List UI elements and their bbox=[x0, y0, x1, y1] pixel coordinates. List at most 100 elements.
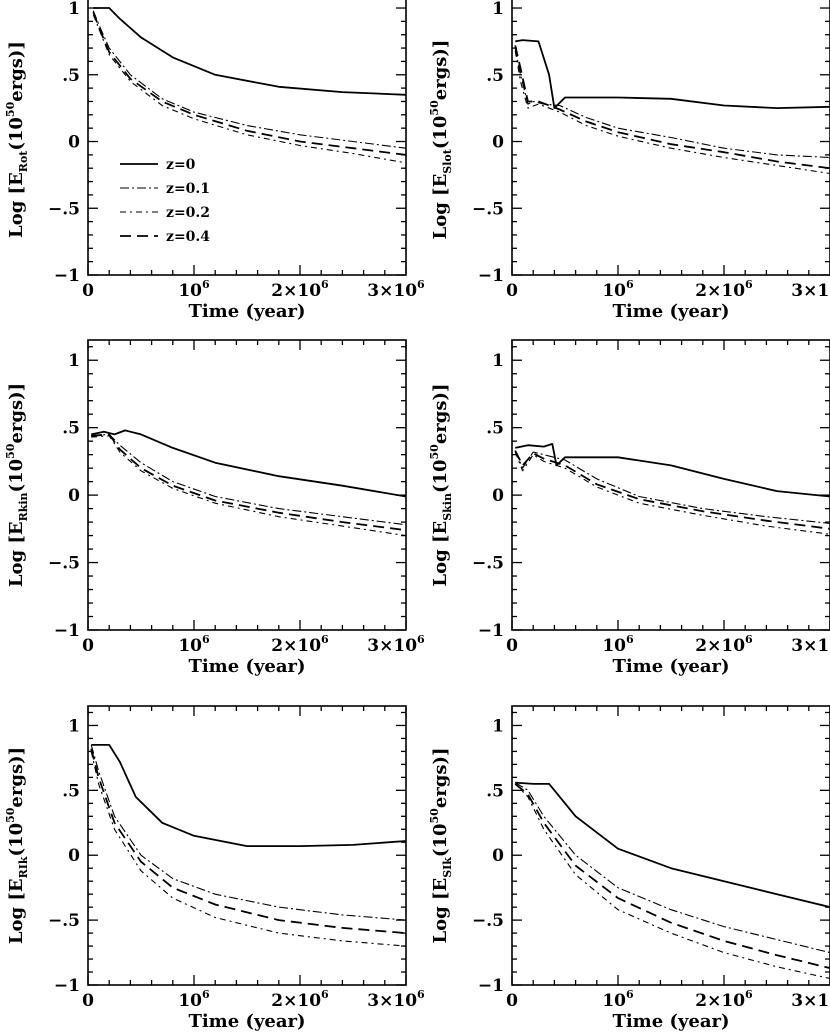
x-tick-label: 3×106 bbox=[367, 633, 425, 656]
series-line-z-0-1 bbox=[92, 10, 406, 149]
chart-panel-1: −1 −.5 0 .5 1 0 106 2×106 3×106 Time (year) Log [E… bbox=[4, 0, 425, 322]
x-tick-label: 2×106 bbox=[271, 278, 329, 301]
series-line-z-0-1 bbox=[90, 744, 406, 921]
x-tick-label: 106 bbox=[602, 278, 634, 301]
y-tick-label: −.5 bbox=[48, 554, 80, 574]
plot-frame bbox=[511, 339, 830, 631]
y-tick-label: 0 bbox=[492, 846, 504, 866]
x-tick-label: 2×106 bbox=[271, 633, 329, 656]
x-tick-label: 0 bbox=[82, 281, 94, 301]
series-line-z-0 bbox=[91, 429, 406, 498]
y-tick-label: .5 bbox=[486, 781, 504, 801]
series-line-z-0-1 bbox=[91, 433, 406, 526]
legend-label: z=0.4 bbox=[166, 229, 210, 245]
series-line-z-0-4 bbox=[514, 45, 830, 170]
x-axis-title: Time (year) bbox=[612, 656, 729, 677]
y-tick-label: −1 bbox=[478, 266, 504, 286]
series-line-z-0-2 bbox=[514, 451, 830, 535]
x-tick-label: 106 bbox=[602, 988, 634, 1011]
plot-frame bbox=[87, 339, 407, 631]
y-tick-label: −.5 bbox=[472, 199, 504, 219]
series-line-z-0-1 bbox=[514, 782, 830, 954]
y-tick-label: 1 bbox=[68, 716, 80, 736]
y-tick-label: −.5 bbox=[472, 554, 504, 574]
y-axis-title: Log [ESkin(1050ergs)] bbox=[428, 383, 454, 586]
x-tick-label: 0 bbox=[506, 281, 518, 301]
series-line-z-0-1 bbox=[514, 450, 830, 524]
y-tick-label: −1 bbox=[54, 621, 80, 641]
y-tick-label: −1 bbox=[54, 266, 80, 286]
x-tick-label: 106 bbox=[178, 988, 210, 1011]
y-tick-label: −1 bbox=[54, 976, 80, 996]
y-tick-label: 1 bbox=[492, 0, 504, 19]
x-tick-label: 106 bbox=[178, 278, 210, 301]
plot-frame bbox=[511, 705, 830, 986]
y-tick-label: 0 bbox=[492, 133, 504, 153]
chart-panel-4: −1 −.5 0 .5 1 0 106 2×106 3×106 Time (year) Log [E… bbox=[428, 339, 830, 677]
x-tick-label: 3×106 bbox=[367, 988, 425, 1011]
y-tick-label: 1 bbox=[492, 351, 504, 371]
x-tick-label: 2×106 bbox=[695, 633, 753, 656]
x-axis-title: Time (year) bbox=[188, 656, 305, 677]
x-axis-title: Time (year) bbox=[612, 1011, 729, 1032]
y-tick-label: −.5 bbox=[472, 911, 504, 931]
x-tick-label: 106 bbox=[178, 633, 210, 656]
series-line-z-0 bbox=[93, 7, 406, 96]
series-line-z-0-4 bbox=[91, 433, 406, 532]
x-tick-label: 2×106 bbox=[271, 988, 329, 1011]
series-line-z-0-2 bbox=[90, 751, 406, 947]
plot-frame bbox=[87, 0, 407, 276]
y-tick-label: −1 bbox=[478, 976, 504, 996]
series-line-z-0-2 bbox=[91, 435, 406, 537]
legend: z=0 z=0.1 z=0.2 z=0.4 bbox=[120, 157, 210, 245]
y-tick-label: 1 bbox=[68, 351, 80, 371]
x-tick-label: 2×106 bbox=[695, 988, 753, 1011]
y-tick-label: 0 bbox=[68, 846, 80, 866]
y-tick-label: .5 bbox=[62, 66, 80, 86]
chart-panel-3: −1 −.5 0 .5 1 0 106 2×106 3×106 Time (year) Log [E… bbox=[4, 339, 425, 677]
x-tick-label: 3×106 bbox=[791, 988, 830, 1011]
y-tick-label: .5 bbox=[486, 66, 504, 86]
series-line-z-0-4 bbox=[514, 783, 830, 969]
series-line-z-0-1 bbox=[514, 47, 830, 159]
plot-frame bbox=[87, 705, 407, 986]
y-tick-label: 0 bbox=[492, 486, 504, 506]
chart-panel-2: −1 −.5 0 .5 1 0 106 2×106 3×106 Time (year) Log [E… bbox=[428, 0, 830, 322]
x-axis-title: Time (year) bbox=[188, 1011, 305, 1032]
x-tick-label: 106 bbox=[602, 633, 634, 656]
series-line-z-0 bbox=[515, 443, 830, 498]
x-tick-label: 0 bbox=[82, 636, 94, 656]
series-line-z-0-2 bbox=[514, 783, 830, 980]
y-tick-label: .5 bbox=[62, 781, 80, 801]
series-line-z-0-4 bbox=[90, 748, 406, 934]
y-axis-title: Log [ERkin(1050ergs)] bbox=[4, 383, 30, 587]
x-tick-label: 0 bbox=[506, 991, 518, 1011]
x-tick-label: 0 bbox=[82, 991, 94, 1011]
legend-label: z=0.2 bbox=[166, 205, 210, 221]
chart-panel-5: −1 −.5 0 .5 1 0 106 2×106 3×106 Time (year) Log [E… bbox=[4, 705, 425, 1032]
x-axis-title: Time (year) bbox=[188, 301, 305, 322]
x-tick-label: 3×106 bbox=[791, 278, 830, 301]
y-tick-label: −.5 bbox=[48, 199, 80, 219]
y-tick-label: −.5 bbox=[48, 911, 80, 931]
chart-panel-6: −1 −.5 0 .5 1 0 106 2×106 3×106 Time (year) Log [E… bbox=[428, 705, 830, 1032]
x-tick-label: 3×106 bbox=[791, 633, 830, 656]
y-axis-title: Log [ERot(1050ergs)] bbox=[4, 41, 30, 238]
plot-frame bbox=[511, 0, 830, 276]
x-tick-label: 0 bbox=[506, 636, 518, 656]
series-line-z-0-2 bbox=[514, 50, 830, 175]
x-axis-title: Time (year) bbox=[612, 301, 729, 322]
y-tick-label: −1 bbox=[478, 621, 504, 641]
legend-label: z=0 bbox=[166, 157, 196, 173]
y-tick-label: 0 bbox=[68, 133, 80, 153]
y-tick-label: 1 bbox=[68, 0, 80, 19]
y-tick-label: .5 bbox=[62, 419, 80, 439]
y-axis-title: Log [ESIk(1050ergs)] bbox=[428, 747, 454, 943]
series-line-z-0-4 bbox=[92, 11, 406, 156]
y-axis-title: Log [ESlot(1050ergs)] bbox=[428, 40, 454, 240]
y-tick-label: 0 bbox=[68, 486, 80, 506]
y-tick-label: .5 bbox=[486, 419, 504, 439]
series-line-z-0 bbox=[515, 39, 830, 109]
x-tick-label: 3×106 bbox=[367, 278, 425, 301]
series-line-z-0 bbox=[515, 781, 830, 908]
